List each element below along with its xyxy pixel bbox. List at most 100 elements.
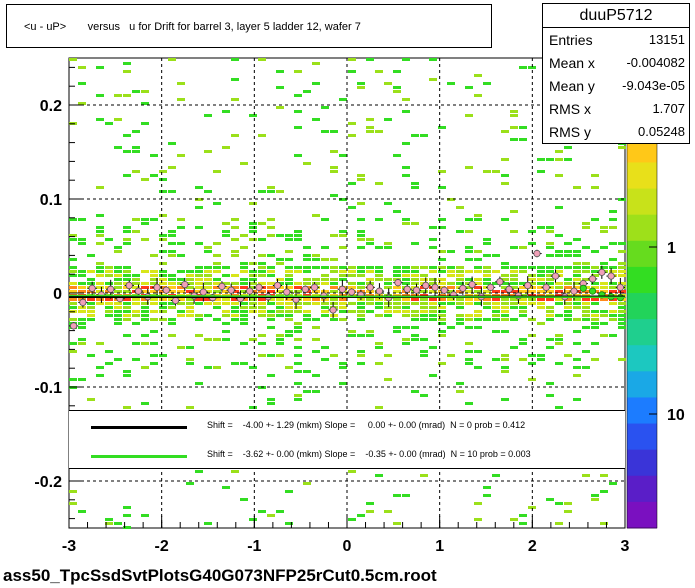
heatmap-cell (411, 318, 419, 321)
heatmap-cell (69, 378, 77, 381)
heatmap-cell (402, 218, 410, 221)
heatmap-cell (366, 334, 374, 337)
heatmap-cell (438, 266, 446, 269)
heatmap-cell (465, 314, 473, 317)
heatmap-cell (123, 278, 131, 281)
heatmap-cell (231, 98, 239, 101)
heatmap-cell (267, 314, 275, 317)
profile-point (366, 283, 374, 291)
heatmap-cell (591, 326, 599, 329)
x-tick-label: 2 (528, 538, 537, 555)
heatmap-cell (240, 266, 248, 269)
heatmap-cell (609, 310, 617, 313)
heatmap-cell (312, 326, 320, 329)
heatmap-cell (393, 266, 401, 269)
heatmap-cell (519, 522, 527, 525)
heatmap-cell (78, 102, 86, 105)
profile-point (394, 279, 402, 287)
heatmap-cell (69, 306, 77, 309)
heatmap-cell (366, 298, 374, 301)
heatmap-cell (546, 226, 554, 229)
heatmap-cell (609, 242, 617, 245)
heatmap-cell (411, 278, 419, 281)
heatmap-cell (114, 306, 122, 309)
heatmap-cell (555, 206, 563, 209)
heatmap-cell (294, 330, 302, 333)
heatmap-cell (78, 274, 86, 277)
heatmap-cell (393, 326, 401, 329)
heatmap-cell (573, 302, 581, 305)
heatmap-cell (591, 250, 599, 253)
fit-legend-row-green: Shift = -3.62 +- 0.00 (mkm) Slope = -0.3… (69, 446, 625, 466)
heatmap-cell (357, 282, 365, 285)
heatmap-cell (285, 258, 293, 261)
heatmap-cell (411, 134, 419, 137)
heatmap-cell (114, 146, 122, 149)
heatmap-cell (123, 302, 131, 305)
heatmap-cell (483, 302, 491, 305)
heatmap-cell (132, 230, 140, 233)
heatmap-cell (312, 294, 320, 297)
heatmap-cell (582, 278, 590, 281)
heatmap-cell (285, 266, 293, 269)
heatmap-cell (276, 262, 284, 265)
heatmap-cell (555, 270, 563, 273)
heatmap-cell (519, 338, 527, 341)
heatmap-cell (519, 314, 527, 317)
heatmap-cell (591, 498, 599, 501)
heatmap-cell (618, 314, 626, 317)
heatmap-cell (222, 310, 230, 313)
heatmap-cell (312, 258, 320, 261)
heatmap-cell (276, 190, 284, 193)
heatmap-cell (501, 278, 509, 281)
heatmap-cell (357, 306, 365, 309)
heatmap-cell (258, 306, 266, 309)
heatmap-cell (366, 118, 374, 121)
heatmap-cell (249, 298, 257, 301)
heatmap-cell (393, 290, 401, 293)
profile-point (162, 286, 170, 294)
heatmap-cell (366, 270, 374, 273)
heatmap-cell (501, 354, 509, 357)
heatmap-cell (240, 290, 248, 293)
heatmap-cell (204, 290, 212, 293)
heatmap-cell (222, 486, 230, 489)
heatmap-cell (483, 486, 491, 489)
heatmap-cell (258, 314, 266, 317)
heatmap-cell (204, 266, 212, 269)
heatmap-cell (456, 290, 464, 293)
heatmap-cell (276, 70, 284, 73)
heatmap-cell (123, 506, 131, 509)
heatmap-cell (249, 278, 257, 281)
heatmap-cell (582, 310, 590, 313)
heatmap-cell (510, 518, 518, 521)
stats-name: duuP5712 (543, 4, 689, 28)
heatmap-cell (195, 278, 203, 281)
heatmap-cell (285, 314, 293, 317)
heatmap-cell (456, 266, 464, 269)
heatmap-cell (159, 214, 167, 217)
heatmap-cell (231, 302, 239, 305)
heatmap-cell (249, 518, 257, 521)
heatmap-cell (555, 250, 563, 253)
heatmap-cell (555, 314, 563, 317)
heatmap-cell (267, 326, 275, 329)
heatmap-cell (204, 522, 212, 525)
heatmap-cell (186, 314, 194, 317)
heatmap-cell (465, 342, 473, 345)
heatmap-cell (276, 302, 284, 305)
heatmap-cell (96, 286, 104, 289)
heatmap-cell (600, 290, 608, 293)
heatmap-cell (69, 58, 77, 61)
heatmap-cell (591, 322, 599, 325)
heatmap-cell (591, 318, 599, 321)
heatmap-cell (132, 278, 140, 281)
profile-point (171, 296, 180, 305)
heatmap-cell (510, 138, 518, 141)
heatmap-cell (330, 302, 338, 305)
heatmap-cell (537, 158, 545, 161)
heatmap-cell (465, 294, 473, 297)
heatmap-cell (96, 234, 104, 237)
fit-legend-row-black: Shift = -4.00 +- 1.29 (mkm) Slope = 0.00… (69, 417, 625, 437)
heatmap-cell (285, 334, 293, 337)
